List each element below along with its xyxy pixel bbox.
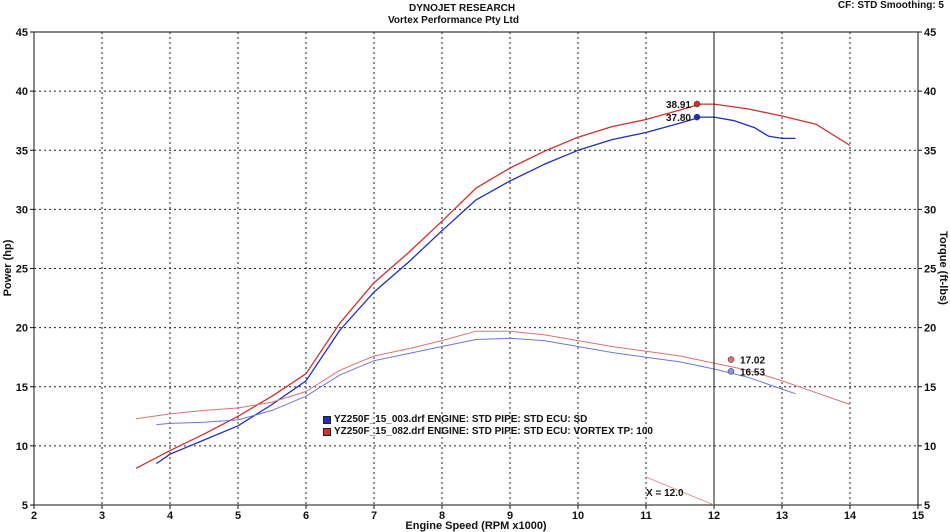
series-lines (135, 103, 851, 469)
y2-tick-label: 5 (924, 500, 930, 512)
x-tick-label: 2 (31, 510, 37, 522)
y2-tick-label: 15 (924, 382, 936, 394)
y2-tick-label: 20 (924, 323, 936, 335)
x-tick-label: 11 (640, 510, 652, 522)
cursor-pointer-line (645, 476, 715, 506)
y2-tick-label: 45 (924, 27, 936, 39)
legend-label: YZ250F_15_003.drf ENGINE: STD PIPE: STD … (334, 414, 588, 425)
y2-tick-label: 10 (924, 441, 936, 453)
power-curve-red (135, 103, 851, 469)
peak-marker (693, 100, 701, 108)
cursor-line[interactable]: X = 12.0 (645, 32, 715, 506)
y-tick-label: 25 (16, 264, 28, 276)
peak-label: 37.80 (666, 113, 691, 124)
x-tick-label: 5 (235, 510, 241, 522)
y-axis-ticks: 5 10 15 20 25 30 35 40 45 (16, 27, 34, 512)
legend-swatch-red (323, 428, 331, 436)
x-tick-label: 15 (912, 510, 924, 522)
torque-curve-red (135, 330, 851, 420)
peak-label: 38.91 (666, 100, 691, 111)
power-curve-blue (156, 116, 796, 465)
x-tick-label: 6 (303, 510, 309, 522)
peak-marker (693, 113, 701, 121)
y2-tick-label: 30 (924, 204, 936, 216)
y-tick-label: 35 (16, 145, 28, 157)
legend-entry: YZ250F_15_082.drf ENGINE: STD PIPE: STD … (323, 426, 653, 438)
y-tick-label: 40 (16, 86, 28, 98)
peak-marker (727, 356, 735, 363)
x-tick-label: 13 (776, 510, 788, 522)
peak-label: 16.53 (740, 367, 765, 378)
cursor-label: X = 12.0 (646, 488, 684, 499)
x-tick-label: 7 (371, 510, 377, 522)
torque-curve-blue (156, 337, 796, 426)
legend-entry: YZ250F_15_003.drf ENGINE: STD PIPE: STD … (323, 414, 653, 426)
chart-title: DYNOJET RESEARCH (409, 3, 516, 14)
y2-tick-label: 40 (924, 86, 936, 98)
legend-label: YZ250F_15_082.drf ENGINE: STD PIPE: STD … (334, 426, 653, 437)
x-tick-label: 8 (439, 510, 445, 522)
legend-swatch-blue (323, 416, 331, 424)
legend: YZ250F_15_003.drf ENGINE: STD PIPE: STD … (323, 414, 653, 438)
x-tick-label: 12 (708, 510, 720, 522)
y2-axis-ticks: 5 10 15 20 25 30 35 40 45 (918, 27, 936, 512)
x-axis-ticks: 2 3 4 5 6 7 8 9 10 11 12 13 14 15 (31, 505, 924, 522)
y-tick-label: 10 (16, 441, 28, 453)
y2-tick-label: 35 (924, 145, 936, 157)
x-tick-label: 14 (844, 510, 857, 522)
peak-marker (727, 368, 735, 375)
y-tick-label: 5 (22, 500, 28, 512)
x-tick-label: 10 (572, 510, 584, 522)
x-tick-label: 3 (99, 510, 105, 522)
x-tick-label: 4 (167, 510, 174, 522)
y-tick-label: 20 (16, 323, 28, 335)
settings-readout: CF: STD Smoothing: 5 (837, 0, 944, 11)
y2-tick-label: 25 (924, 264, 936, 276)
chart-subtitle: Vortex Performance Pty Ltd (388, 15, 519, 26)
y-tick-label: 15 (16, 382, 28, 394)
y-tick-label: 45 (16, 27, 28, 39)
x-tick-label: 9 (507, 510, 513, 522)
x-axis-label: Engine Speed (RPM x1000) (405, 520, 547, 532)
peak-label: 17.02 (740, 356, 765, 367)
y2-axis-label: Torque (ft-lbs) (937, 231, 949, 305)
y-axis-label: Power (hp) (2, 239, 14, 296)
y-tick-label: 30 (16, 204, 28, 216)
